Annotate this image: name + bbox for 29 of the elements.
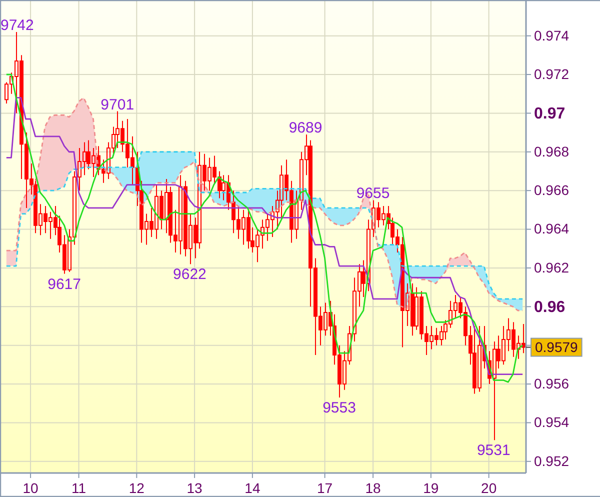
x-tick-label: 17 — [317, 480, 333, 496]
y-tick-label: 0.952 — [534, 452, 570, 469]
y-tick-label: 0.974 — [534, 27, 570, 44]
annotation: 9701 — [100, 96, 134, 114]
annotation: 9531 — [476, 442, 510, 460]
x-tick-label: 11 — [72, 480, 86, 496]
annotation: 9617 — [48, 276, 81, 293]
annotation: 9553 — [322, 400, 356, 417]
annotation: 9622 — [173, 266, 206, 284]
x-tick-label: 13 — [186, 480, 203, 496]
y-tick-label: 0.954 — [534, 414, 570, 430]
text: 0.9579 — [535, 339, 578, 356]
y-tick-label: 0.968 — [534, 143, 570, 160]
x-tick-label: 14 — [244, 480, 260, 496]
x-tick-label: 20 — [481, 480, 497, 496]
x-tick-label: 10 — [22, 480, 39, 496]
x-tick-label: 12 — [128, 480, 145, 496]
x-tick-label: 18 — [365, 480, 382, 496]
annotation: 9689 — [288, 119, 322, 136]
y-tick-label: 0.962 — [534, 259, 570, 276]
y-tick-label: 0.972 — [534, 66, 570, 82]
annotation: 9655 — [356, 185, 390, 202]
y-tick-label: 0.956 — [534, 375, 570, 392]
x-tick-label: 19 — [423, 480, 439, 496]
y-tick-label: 0.964 — [534, 220, 570, 237]
y-tick-label: 0.966 — [534, 182, 570, 198]
y-tick-label: 0.97 — [534, 105, 566, 122]
annotation: 9742 — [0, 16, 34, 34]
y-tick-label: 0.96 — [534, 298, 566, 316]
